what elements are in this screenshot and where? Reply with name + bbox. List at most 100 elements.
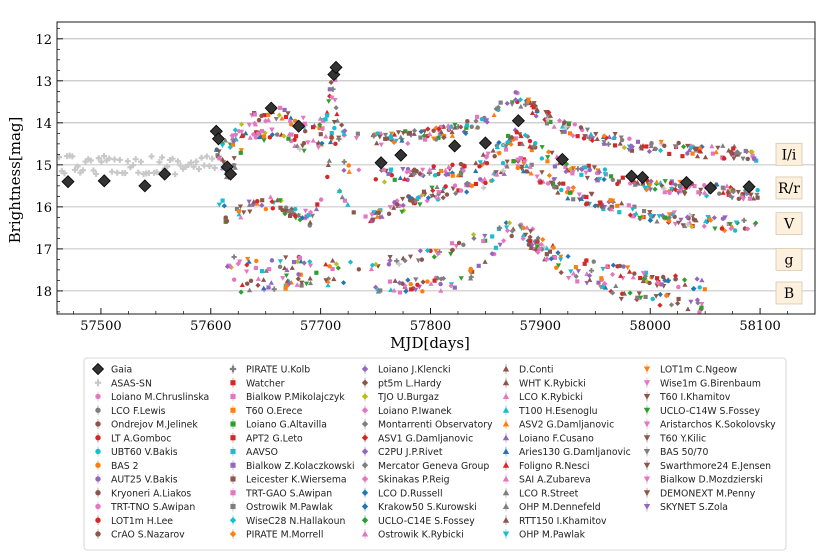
survey-point xyxy=(413,197,420,203)
survey-point xyxy=(406,131,411,136)
legend-marker xyxy=(502,531,510,538)
legend-label: Loiano M.Chruslinska xyxy=(111,392,209,403)
legend-entry: Bialkow Z.Kolaczkowski xyxy=(230,460,355,472)
survey-point xyxy=(305,140,311,146)
survey-point xyxy=(602,284,609,290)
survey-point xyxy=(511,159,516,164)
survey-point xyxy=(494,144,500,149)
legend-label: Ostrowik K.Rybicki xyxy=(378,530,464,541)
survey-point xyxy=(331,120,337,125)
gaia-point xyxy=(211,132,226,146)
legend-entry: WHT K.Rybicki xyxy=(502,377,586,389)
legend-marker xyxy=(95,503,101,510)
x-tick-label: 57600 xyxy=(190,319,231,334)
survey-point xyxy=(319,140,325,146)
survey-point xyxy=(500,160,506,166)
survey-point xyxy=(562,129,567,134)
legend-entry: WiseC28 N.Hallakoun xyxy=(229,515,346,527)
survey-point xyxy=(583,165,588,170)
survey-point xyxy=(481,238,486,244)
survey-point xyxy=(383,136,388,141)
asas-sn-point xyxy=(209,155,216,162)
survey-point xyxy=(435,195,441,200)
legend-marker xyxy=(643,421,651,428)
survey-point xyxy=(610,262,616,268)
survey-point xyxy=(638,295,644,301)
survey-point xyxy=(297,217,303,223)
survey-point xyxy=(320,118,326,123)
survey-point xyxy=(578,196,585,201)
survey-point xyxy=(517,141,522,146)
survey-point xyxy=(494,171,500,177)
survey-point xyxy=(682,191,688,197)
band-label-box xyxy=(775,176,803,200)
survey-point xyxy=(694,153,701,159)
survey-point xyxy=(386,262,392,267)
survey-point xyxy=(251,132,256,137)
survey-point xyxy=(231,156,237,161)
survey-point xyxy=(400,130,406,136)
survey-point xyxy=(566,275,572,281)
survey-point xyxy=(600,284,605,290)
survey-point xyxy=(414,168,419,174)
asas-sn-point xyxy=(198,154,205,161)
survey-point xyxy=(287,208,292,214)
survey-point xyxy=(632,182,638,187)
survey-point xyxy=(262,118,269,124)
survey-point xyxy=(601,206,606,212)
survey-point xyxy=(438,129,444,135)
survey-point xyxy=(473,168,479,173)
survey-point xyxy=(697,148,703,153)
x-tick-label: 58000 xyxy=(630,319,671,334)
survey-point xyxy=(745,156,750,162)
legend-entry: Loiano J.Klencki xyxy=(361,364,451,376)
survey-point xyxy=(341,159,347,165)
survey-point xyxy=(491,112,497,118)
legend-entry: ASAS-SN xyxy=(94,377,152,389)
legend-label: Ondrejov M.Jelinek xyxy=(111,420,198,431)
survey-point xyxy=(307,209,314,215)
survey-point xyxy=(676,284,681,290)
survey-point xyxy=(593,132,599,137)
survey-point xyxy=(392,278,398,283)
survey-point xyxy=(375,131,380,136)
survey-point xyxy=(495,104,501,110)
survey-point xyxy=(399,209,405,215)
survey-point xyxy=(626,147,632,153)
survey-point xyxy=(518,133,524,139)
survey-point xyxy=(453,244,459,249)
survey-point xyxy=(556,118,563,124)
survey-point xyxy=(388,132,394,137)
survey-point xyxy=(732,228,738,233)
survey-point xyxy=(239,129,245,135)
survey-point xyxy=(565,253,571,260)
survey-point xyxy=(279,115,285,121)
survey-point xyxy=(720,190,726,195)
survey-point xyxy=(664,293,669,298)
x-tick-label: 57900 xyxy=(520,319,561,334)
survey-point xyxy=(587,277,593,282)
survey-point xyxy=(528,170,534,176)
asas-sn-point xyxy=(72,166,79,173)
survey-point xyxy=(415,195,421,201)
survey-point xyxy=(296,272,301,277)
survey-point xyxy=(694,276,700,282)
survey-point xyxy=(748,192,754,198)
survey-point xyxy=(255,282,261,288)
asas-sn-point xyxy=(156,159,163,166)
survey-point xyxy=(745,226,751,232)
survey-point xyxy=(647,187,653,193)
legend-marker xyxy=(502,434,510,441)
survey-point xyxy=(449,170,455,176)
legend-entry: Aristarchos K.Sokolovsky xyxy=(643,419,776,431)
band-labels: I/i R/r Vg B xyxy=(775,142,803,305)
survey-point xyxy=(595,203,601,209)
legend-entry: UCLO-C14E S.Fossey xyxy=(361,515,475,527)
survey-point xyxy=(304,214,309,219)
asas-sn-point xyxy=(185,161,192,168)
asas-sn-point xyxy=(122,170,129,177)
legend-marker xyxy=(502,503,510,510)
survey-point xyxy=(501,238,507,244)
survey-point xyxy=(427,131,433,137)
legend-entry: D.Conti xyxy=(502,364,553,376)
